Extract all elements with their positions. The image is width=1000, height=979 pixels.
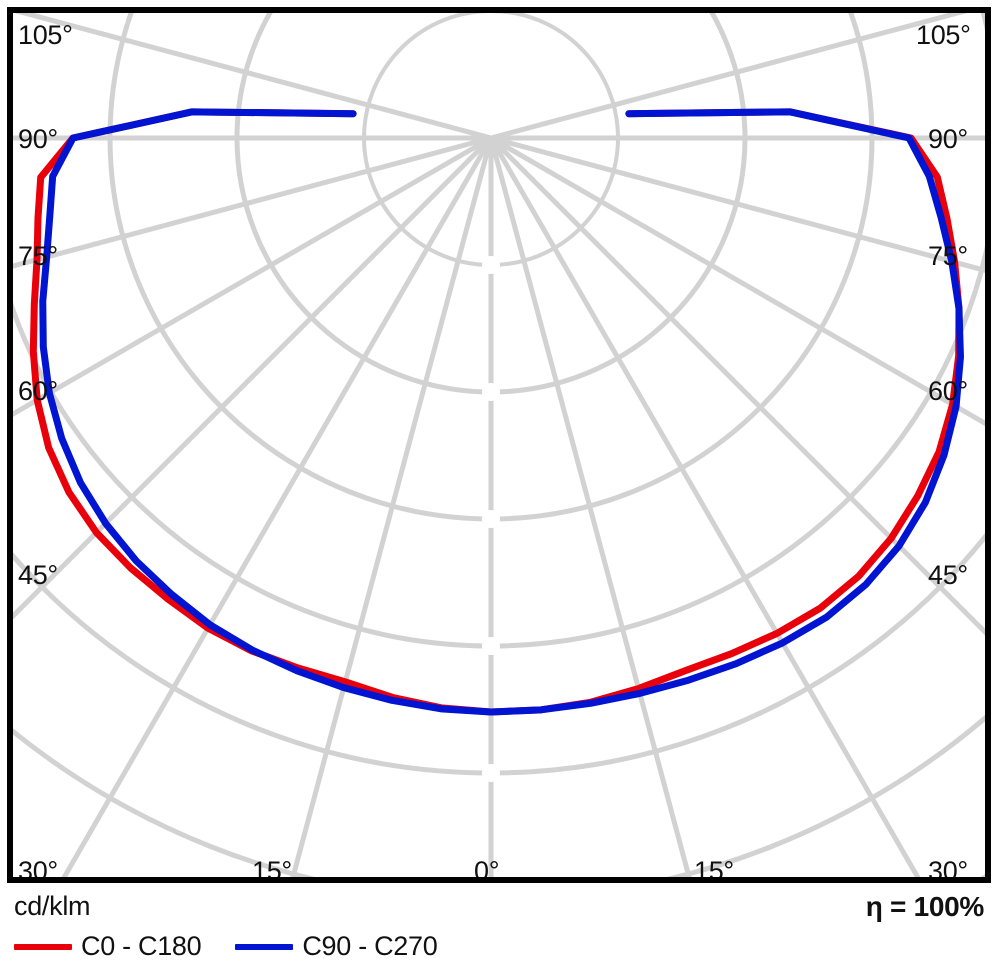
legend-entry-1[interactable]: C0 - C180	[14, 931, 202, 962]
axis-tick-label-bottom-2: 15°	[694, 856, 734, 883]
series-curve-2	[39, 108, 964, 716]
axis-tick-label-left-0: 105°	[18, 20, 73, 50]
legend-color-swatch	[235, 943, 294, 950]
legend: C0 - C180 C90 - C270	[14, 931, 438, 962]
axis-tick-label-left-1: 90°	[18, 124, 58, 154]
axis-tick-label-bottom-0: 15°	[252, 856, 292, 883]
polar-grid	[13, 13, 985, 877]
legend-color-swatch	[14, 943, 72, 950]
axis-tick-label-left-4: 45°	[18, 560, 58, 590]
axis-tick-label-left-3: 60°	[18, 376, 58, 406]
axis-tick-label-right-5: 30°	[928, 856, 968, 883]
legend-entry-2[interactable]: C90 - C270	[235, 931, 438, 962]
polar-grid-and-curves	[13, 13, 985, 877]
efficiency-label: η = 100%	[865, 891, 985, 922]
axis-tick-label-right-4: 45°	[928, 560, 968, 590]
legend-label: C90 - C270	[302, 931, 438, 961]
axis-tick-label-right-3: 60°	[928, 376, 968, 406]
chart-footer: cd/klm η = 100% C0 - C180 C90 - C270	[0, 883, 1000, 979]
axis-tick-label-bottom-1: 0°	[474, 856, 500, 883]
polar-series	[29, 108, 964, 716]
legend-label: C0 - C180	[81, 931, 202, 961]
axis-tick-label-right-0: 105°	[916, 20, 971, 50]
unit-label: cd/klm	[14, 891, 91, 921]
axis-tick-label-right-2: 75°	[928, 241, 968, 271]
axis-tick-label-left-2: 75°	[18, 241, 58, 271]
axis-tick-label-right-1: 90°	[928, 124, 968, 154]
axis-tick-label-left-5: 30°	[18, 856, 58, 883]
plot-frame: 105° 90° 75° 60° 45° 30° 105° 90° 75° 60° 45° 30° 15…	[7, 7, 991, 883]
